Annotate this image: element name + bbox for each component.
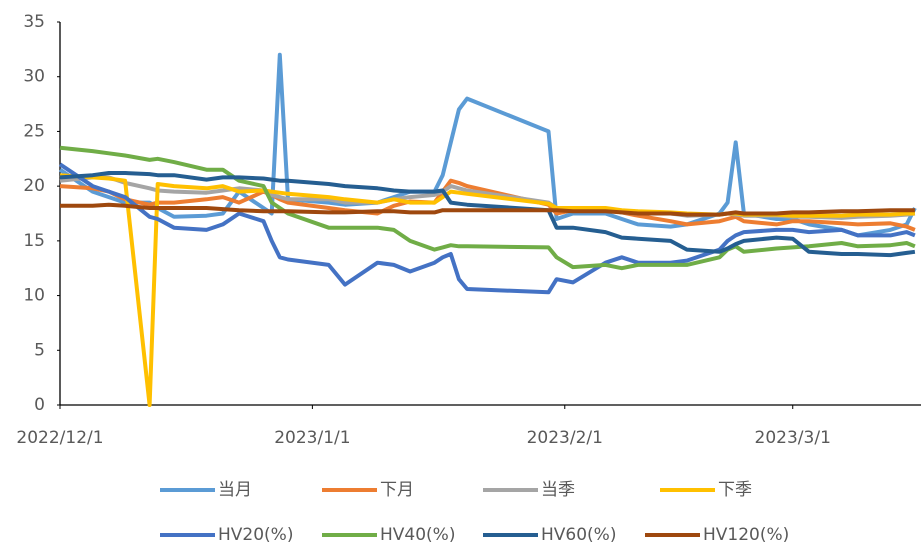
y-tick-label: 25 (23, 121, 45, 141)
y-tick-label: 30 (23, 67, 45, 87)
legend-label: 下季 (718, 480, 752, 500)
x-tick-label: 2023/3/1 (755, 428, 831, 448)
x-tick-label: 2023/1/1 (274, 428, 350, 448)
x-tick-label: 2022/12/1 (16, 428, 103, 448)
legend-label: 下月 (380, 480, 414, 500)
series-line (59, 178, 916, 232)
legend-label: HV20(%) (218, 525, 293, 545)
y-tick-label: 15 (23, 231, 45, 251)
y-tick-label: 35 (23, 12, 45, 32)
legend-label: 当月 (218, 480, 252, 500)
x-tick-label: 2023/2/1 (527, 428, 603, 448)
y-tick-label: 5 (34, 340, 45, 360)
series-line (58, 52, 917, 238)
y-tick-label: 20 (23, 176, 45, 196)
series-line (59, 145, 916, 271)
series-line (59, 171, 916, 258)
series-line (60, 202, 915, 217)
legend-label: HV60(%) (541, 525, 616, 545)
legend-label: HV120(%) (703, 525, 789, 545)
legend-label: 当季 (541, 480, 575, 500)
y-tick-label: 10 (23, 286, 45, 306)
legend-label: HV40(%) (380, 525, 455, 545)
series-line (58, 162, 916, 295)
y-tick-label: 0 (34, 395, 45, 415)
